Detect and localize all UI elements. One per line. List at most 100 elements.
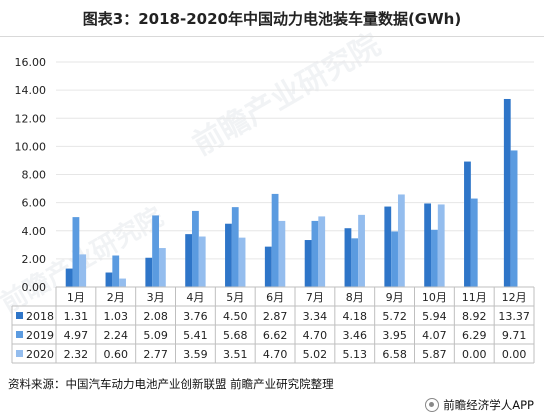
data-label: 5.02 (303, 348, 328, 361)
bar-2019 (152, 215, 159, 287)
bar-2018 (304, 240, 312, 287)
bar-2020 (318, 216, 326, 287)
data-label: 0.00 (462, 348, 487, 361)
y-tick-label: 2.00 (22, 253, 47, 266)
data-label: 4.50 (223, 310, 248, 323)
bar-2018 (185, 234, 193, 288)
bar-2020 (119, 278, 126, 287)
bar-2019 (231, 207, 239, 288)
bar-2018 (65, 268, 73, 287)
data-label: 4.07 (422, 329, 447, 342)
data-label: 4.70 (303, 329, 328, 342)
x-tick-label: 7月 (306, 291, 324, 304)
bar-2019 (311, 220, 319, 287)
data-label: 3.46 (343, 329, 368, 342)
data-label: 9.71 (502, 329, 527, 342)
data-label: 0.00 (502, 348, 527, 361)
data-label: 3.95 (382, 329, 407, 342)
bar-2019 (192, 210, 199, 287)
data-label: 4.97 (64, 329, 89, 342)
bar-2019 (470, 198, 478, 287)
bar-2018 (384, 206, 392, 287)
data-label: 2.77 (143, 348, 168, 361)
bar-2018 (105, 272, 113, 287)
bar-2018 (344, 228, 352, 287)
data-label: 3.34 (303, 310, 328, 323)
data-label: 4.70 (263, 348, 288, 361)
bar-2020 (79, 254, 87, 288)
data-label: 5.09 (143, 329, 168, 342)
y-tick-label: 8.00 (22, 169, 47, 182)
data-label: 5.13 (343, 348, 368, 361)
legend-label: 2019 (26, 329, 54, 342)
bar-2018 (424, 203, 432, 287)
bar-2019 (351, 238, 359, 287)
data-label: 3.76 (183, 310, 208, 323)
bar-2019 (112, 255, 120, 287)
data-label: 5.94 (422, 310, 447, 323)
legend-label: 2018 (26, 310, 54, 323)
y-tick-label: 6.00 (22, 197, 47, 210)
bar-2019 (72, 217, 80, 287)
y-tick-label: 0.00 (22, 281, 47, 294)
data-label: 6.62 (263, 329, 288, 342)
data-label: 4.18 (343, 310, 368, 323)
chart-title: 图表3：2018-2020年中国动力电池装车量数据(GWh) (82, 10, 462, 28)
data-label: 2.32 (64, 348, 89, 361)
x-tick-label: 2月 (107, 291, 125, 304)
legend-swatch-2019 (16, 331, 23, 338)
bar-2019 (431, 229, 438, 287)
x-tick-label: 5月 (226, 291, 244, 304)
x-tick-label: 10月 (422, 291, 447, 304)
data-label: 1.31 (64, 310, 89, 323)
x-tick-label: 6月 (266, 291, 284, 304)
y-tick-label: 16.00 (15, 56, 47, 69)
x-tick-label: 1月 (67, 291, 85, 304)
data-label: 5.68 (223, 329, 248, 342)
bar-2018 (464, 161, 471, 287)
bar-2019 (510, 150, 518, 287)
data-label: 3.51 (223, 348, 248, 361)
data-label: 3.59 (183, 348, 208, 361)
bar-2019 (391, 231, 398, 287)
y-tick-label: 10.00 (15, 140, 47, 153)
bar-chart: 0.00 2.00 4.00 6.00 8.00 10.00 12.00 14.00 16.00… (11, 56, 535, 364)
legend-swatch-2018 (16, 312, 23, 319)
brand-footer: 前瞻经济学人APP (425, 397, 534, 413)
bar-2018 (503, 98, 511, 287)
y-tick-label: 4.00 (22, 225, 47, 238)
data-label: 6.58 (382, 348, 407, 361)
bar-2020 (278, 220, 286, 287)
bar-2018 (264, 246, 272, 287)
x-tick-label: 9月 (386, 291, 404, 304)
bar-2020 (198, 236, 206, 287)
data-label: 5.87 (422, 348, 447, 361)
bar-2020 (437, 204, 445, 287)
data-label: 13.37 (498, 310, 530, 323)
source-note: 资料来源：中国汽车动力电池产业创新联盟 前瞻产业研究院整理 (8, 377, 334, 391)
data-label: 6.29 (462, 329, 487, 342)
brand-label: 前瞻经济学人APP (443, 398, 534, 412)
y-tick-label: 12.00 (15, 112, 47, 125)
data-label: 2.24 (104, 329, 129, 342)
data-label: 2.08 (143, 310, 168, 323)
bar-2020 (358, 214, 365, 287)
data-label: 2.87 (263, 310, 288, 323)
data-label: 5.41 (183, 329, 208, 342)
x-tick-label: 3月 (147, 291, 165, 304)
legend-label: 2020 (26, 348, 54, 361)
title-divider (0, 36, 544, 37)
bar-2018 (225, 223, 232, 287)
data-label: 5.72 (382, 310, 407, 323)
x-tick-label: 8月 (346, 291, 364, 304)
data-label: 1.03 (104, 310, 129, 323)
bar-2020 (397, 194, 405, 287)
data-label: 8.92 (462, 310, 487, 323)
y-tick-label: 14.00 (15, 84, 47, 97)
data-label: 0.60 (104, 348, 129, 361)
bar-2020 (238, 237, 246, 287)
bar-2020 (158, 248, 166, 287)
bar-2019 (271, 193, 279, 287)
brand-logo-icon (425, 398, 440, 412)
x-tick-label: 11月 (462, 291, 487, 304)
